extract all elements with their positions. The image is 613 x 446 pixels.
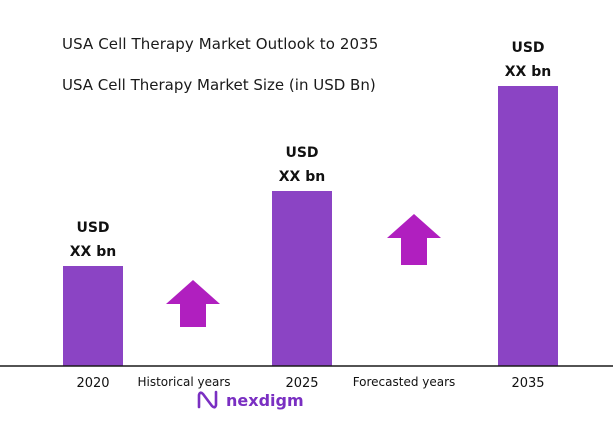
nexdigm-wave-icon	[197, 390, 218, 409]
bar-2025	[272, 191, 332, 366]
chart-title: USA Cell Therapy Market Outlook to 2035	[62, 35, 379, 53]
bar-value-label-line2: XX bn	[505, 64, 551, 80]
x-tick-label: 2025	[285, 376, 318, 391]
bar-value-label-line1: USD	[285, 145, 318, 161]
nexdigm-logo: nexdigm	[196, 389, 304, 411]
logo-text: nexdigm	[226, 390, 304, 410]
bar-value-label-line2: XX bn	[279, 169, 325, 185]
x-tick-label: 2020	[76, 376, 109, 391]
bar-value-label-line1: USD	[76, 220, 109, 236]
period-label: Historical years	[137, 375, 230, 389]
period-label: Forecasted years	[353, 375, 456, 389]
historical-growth-arrow	[166, 280, 220, 327]
x-tick-label: 2035	[511, 376, 544, 391]
bar-2035	[498, 86, 558, 366]
bar-2020	[63, 266, 123, 366]
bar-value-label-line1: USD	[511, 40, 544, 56]
forecast-growth-arrow	[387, 214, 441, 265]
chart-subtitle: USA Cell Therapy Market Size (in USD Bn)	[62, 76, 376, 94]
bar-value-label-line2: XX bn	[70, 244, 116, 260]
